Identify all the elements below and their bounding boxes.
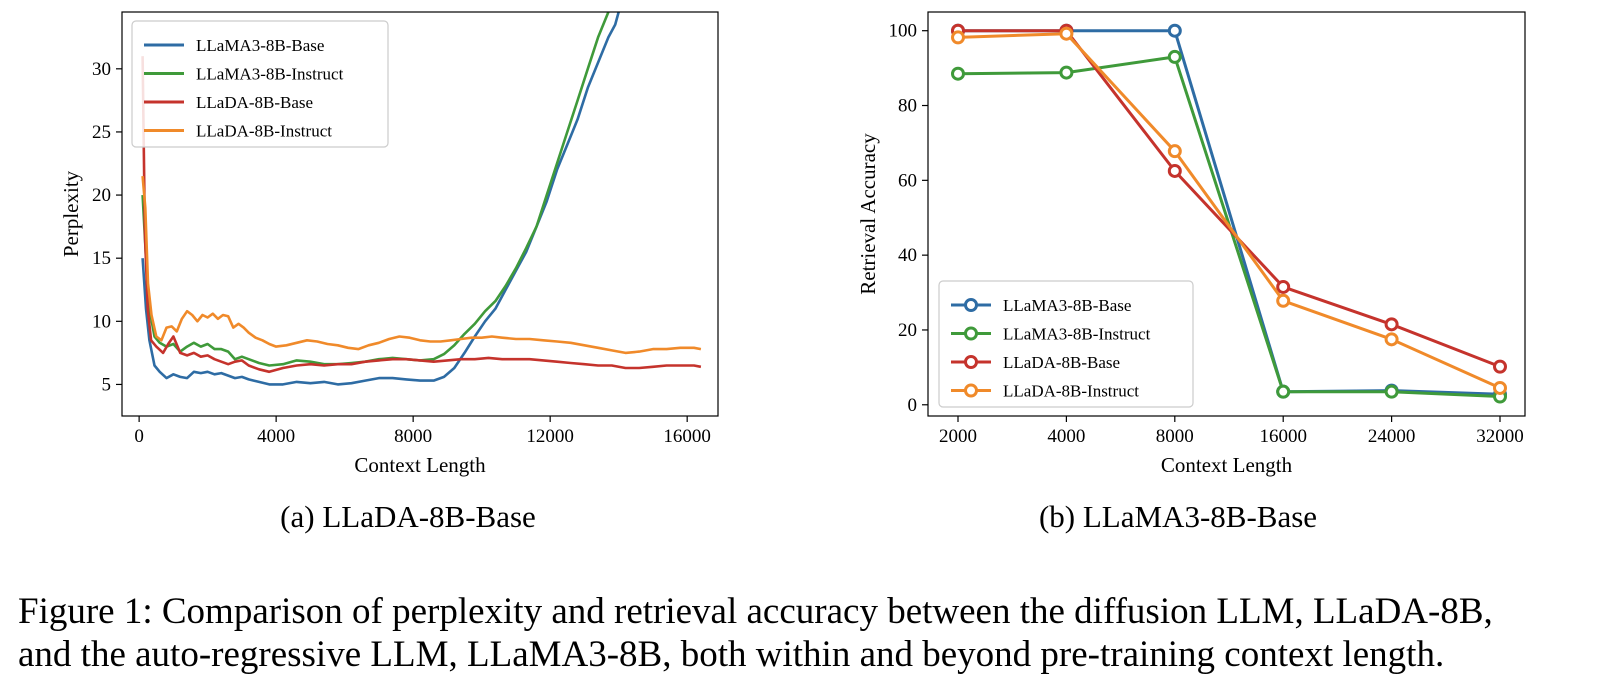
y-tick-label-b: 20: [898, 320, 917, 341]
legend-frame: [938, 280, 1194, 408]
data-point-llada-8b-instruct: [1059, 26, 1074, 41]
x-tick-label-a: 12000: [526, 426, 574, 447]
x-tick-label-a: 0: [134, 426, 144, 447]
data-point-llada-8b-base: [1384, 317, 1399, 332]
y-tick-label-a: 15: [92, 248, 111, 269]
x-tick-label-a: 8000: [394, 426, 432, 447]
data-point-llada-8b-base: [1493, 359, 1507, 374]
legend-label-llama3-8b-base: LLaMA3-8B-Base: [1003, 296, 1131, 315]
perplexity-chart: 0 4000 8000 12000 16000 5 10 15 20 25 30 Context Le…: [59, 11, 719, 477]
data-point-llada-8b-instruct: [1384, 332, 1399, 347]
legend-label-llada-8b-base: LLaDA-8B-Base: [1003, 353, 1120, 372]
data-point-llada-8b-instruct: [1167, 144, 1182, 159]
axes-frame-b: [927, 11, 1526, 417]
data-point-llada-8b-instruct: [1493, 380, 1507, 395]
legend-marker-llada-8b-instruct: [964, 383, 978, 398]
y-tick-label-a: 10: [92, 311, 111, 332]
data-point-llama3-8b-instruct: [1059, 65, 1074, 80]
legend-marker-llama3-8b-instruct: [964, 326, 978, 341]
x-tick-label-b: 32000: [1476, 426, 1524, 447]
y-tick-label-b: 0: [908, 395, 918, 416]
y-tick-label-a: 20: [92, 185, 111, 206]
legend-label-llada-8b-instruct: LLaDA-8B-Instruct: [196, 122, 332, 141]
figure-caption: Figure 1: Comparison of perplexity and r…: [18, 590, 1608, 676]
y-axis-label-b: Retrieval Accuracy: [856, 133, 880, 295]
series-line-llada-8b-base: [141, 56, 702, 374]
legend-label-llada-8b-base: LLaDA-8B-Base: [196, 93, 313, 112]
data-point-llama3-8b-instruct: [951, 66, 965, 81]
data-point-llada-8b-instruct: [1276, 293, 1291, 308]
y-tick-label-a: 5: [102, 374, 112, 395]
y-tick-label-b: 80: [898, 96, 917, 117]
x-axis-label-a: Context Length: [354, 453, 486, 477]
legend-label-llama3-8b-instruct: LLaMA3-8B-Instruct: [1003, 325, 1151, 344]
x-tick-label-a: 4000: [257, 426, 295, 447]
y-tick-label-b: 60: [898, 170, 917, 191]
series-line-llada-8b-instruct: [141, 175, 702, 355]
y-tick-label-a: 30: [92, 59, 111, 80]
subcaption-b: (b) LLaMA3-8B-Base: [1039, 499, 1317, 534]
legend-marker-llada-8b-base: [964, 355, 978, 369]
legend-label-llada-8b-instruct: LLaDA-8B-Instruct: [1003, 382, 1139, 401]
axes-frame-a: [121, 11, 719, 417]
legend-label-llama3-8b-instruct: LLaMA3-8B-Instruct: [196, 65, 344, 84]
legend-frame: [131, 20, 389, 148]
x-tick-label-b: 16000: [1259, 426, 1307, 447]
data-point-llada-8b-base: [1167, 163, 1182, 178]
y-tick-label-b: 40: [898, 245, 917, 266]
figure-caption-line-1: Figure 1: Comparison of perplexity and r…: [18, 591, 1493, 632]
y-axis-label-a: Perplexity: [59, 170, 83, 257]
series-line-llada-8b-base: [958, 29, 1501, 368]
data-point-llada-8b-instruct: [951, 30, 965, 45]
figure-caption-line-2: and the auto-regressive LLM, LLaMA3-8B, …: [18, 634, 1445, 675]
data-point-llama3-8b-instruct: [1276, 384, 1291, 399]
data-point-llada-8b-base: [1276, 279, 1291, 294]
data-point-llama3-8b-instruct: [1167, 49, 1182, 64]
data-point-llama3-8b-base: [1167, 23, 1182, 38]
data-point-llama3-8b-instruct: [1384, 384, 1399, 399]
legend-label-llama3-8b-base: LLaMA3-8B-Base: [196, 36, 324, 55]
x-tick-label-a: 16000: [663, 426, 711, 447]
subcaption-a: (a) LLaDA-8B-Base: [280, 499, 536, 534]
x-tick-label-b: 4000: [1047, 426, 1085, 447]
retrieval-accuracy-chart: 2000 4000 8000 16000 24000 32000 0 20 40 60 80 100 C…: [856, 11, 1526, 477]
y-tick-label-a: 25: [92, 122, 111, 143]
x-tick-label-b: 24000: [1368, 426, 1416, 447]
x-axis-label-b: Context Length: [1161, 453, 1293, 477]
x-tick-label-b: 2000: [939, 426, 977, 447]
legend-marker-llama3-8b-base: [964, 298, 978, 312]
plot-area-a: [141, 12, 702, 386]
x-tick-label-b: 8000: [1156, 426, 1194, 447]
series-line-llada-8b-instruct: [957, 32, 1501, 390]
y-tick-label-b: 100: [889, 21, 918, 42]
